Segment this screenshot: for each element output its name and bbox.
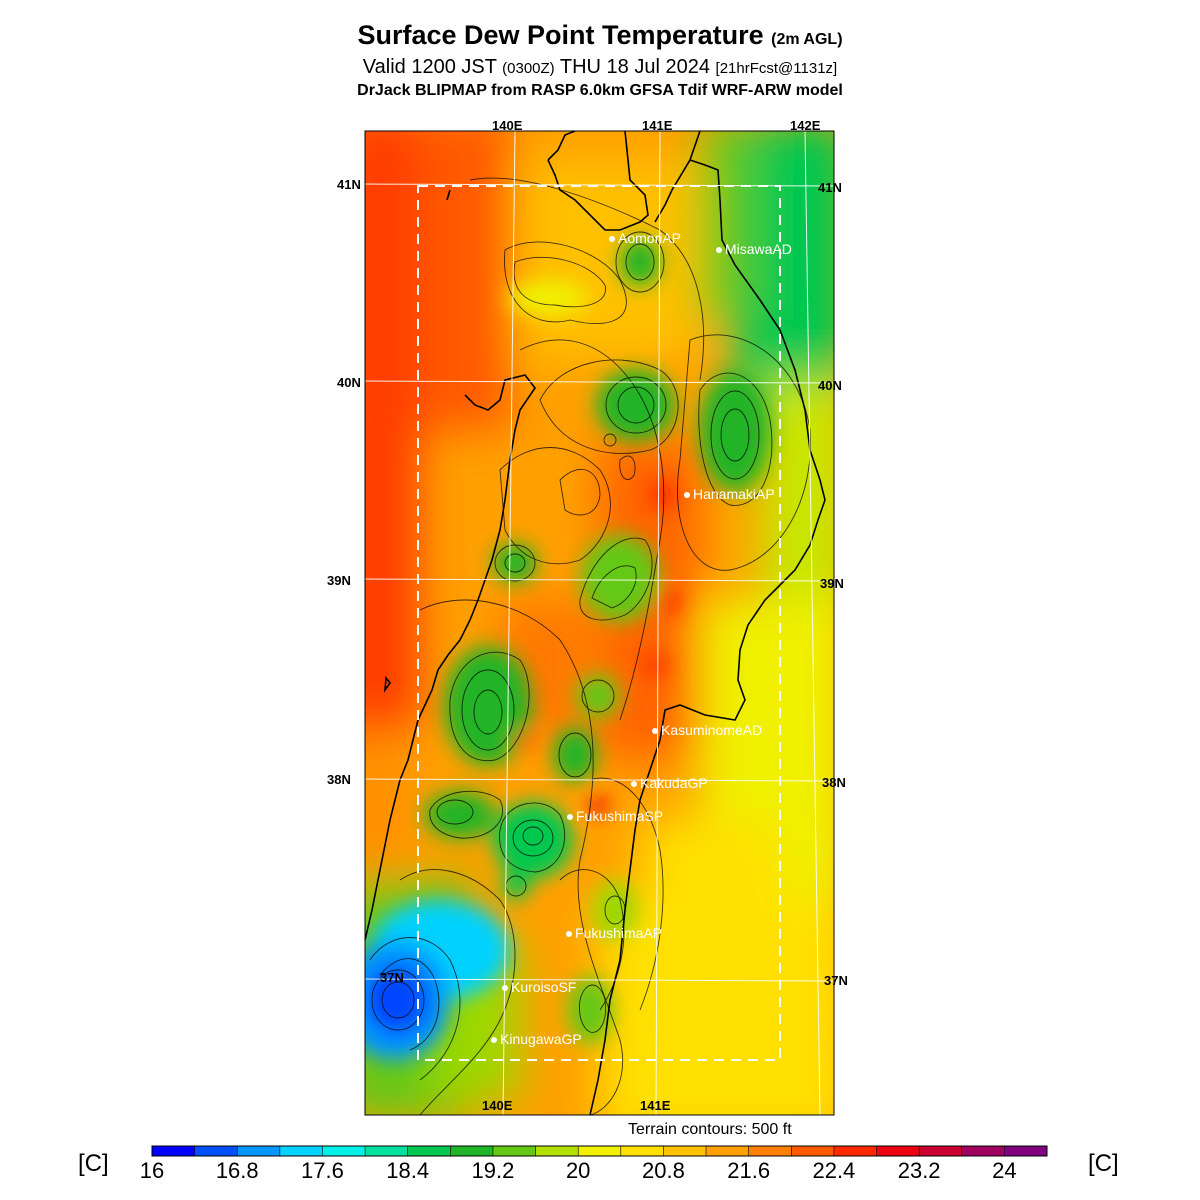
lat-label-right-39: 39N [820, 576, 844, 591]
station-fukushima-sp: FukushimaSP [567, 808, 663, 824]
station-kakuda-gp: KakudaGP [631, 775, 708, 791]
station-kasuminome-ad: KasuminomeAD [652, 722, 762, 738]
dew-point-field [365, 131, 834, 1115]
station-marker [609, 236, 615, 243]
colorbar-tick-label: 18.4 [386, 1158, 430, 1183]
station-marker [652, 728, 658, 735]
colorbar-unit-right: [C] [1088, 1150, 1119, 1177]
map-frame [364, 130, 835, 1116]
lon-label-top-141: 141E [642, 118, 673, 133]
colorbar-tick-label: 24 [992, 1158, 1017, 1183]
lon-label-top-140: 140E [492, 118, 523, 133]
lat-label-right-41: 41N [818, 180, 842, 195]
colorbar-unit-left: [C] [78, 1150, 109, 1177]
title-main: Surface Dew Point Temperature [357, 20, 764, 50]
lat-label-left-39: 39N [327, 573, 351, 588]
station-marker [502, 985, 508, 992]
colorbar-tick-label: 17.6 [301, 1158, 344, 1183]
station-misawa-ad: MisawaAD [716, 241, 792, 257]
lat-label-right-38: 38N [822, 775, 846, 790]
station-kinugawa-gp: KinugawaGP [491, 1031, 582, 1047]
lat-lon-grid [365, 131, 834, 1115]
title-suffix: (2m AGL) [771, 31, 843, 48]
chart-title: Surface Dew Point Temperature (2m AGL) [0, 20, 1200, 51]
lon-label-bottom-140: 140E [482, 1098, 513, 1113]
colorbar-tick-label: 23.2 [897, 1158, 941, 1183]
lon-label-bottom-141: 141E [640, 1098, 671, 1113]
station-marker [567, 814, 573, 821]
colorbar-tick-label: 19.2 [471, 1158, 515, 1183]
colorbar-tick-label: 16.8 [215, 1158, 259, 1183]
station-fukushima-ap: FukushimaAP [566, 925, 662, 941]
station-marker [716, 247, 722, 254]
station-marker [566, 931, 572, 938]
model-line: DrJack BLIPMAP from RASP 6.0km GFSA Tdif… [357, 82, 843, 99]
colorbar-tick-label: 22.4 [812, 1158, 856, 1183]
lat-label-left-41: 41N [337, 177, 361, 192]
valid-prefix: Valid 1200 JST [362, 56, 497, 78]
valid-fcst: [21hrFcst@1131z] [715, 60, 838, 77]
lat-label-right-37: 37N [824, 973, 848, 988]
station-marker [631, 781, 637, 788]
station-hanamaki-ap: HanamakiAP [684, 486, 775, 502]
coastline [365, 131, 826, 1115]
valid-date: THU 18 Jul 2024 [559, 56, 710, 78]
colorbar-tick-label: 16 [139, 1158, 165, 1183]
colorbar-tick-label: 20 [565, 1158, 591, 1183]
valid-utc: (0300Z) [502, 60, 555, 77]
lon-label-top-142: 142E [790, 118, 821, 133]
valid-time-line: Valid 1200 JST (0300Z) THU 18 Jul 2024 [… [0, 56, 1200, 79]
station-marker [491, 1037, 497, 1044]
colorbar-tick-label: 20.8 [642, 1158, 685, 1183]
lat-label-right-40: 40N [818, 378, 842, 393]
colorbar-tick-label: 21.6 [727, 1158, 771, 1183]
lat-label-left-40: 40N [337, 375, 361, 390]
inner-domain-box [417, 185, 781, 1061]
station-aomori-ap: AomoriAP [609, 230, 681, 246]
lat-label-left-38: 38N [327, 772, 351, 787]
terrain-note: Terrain contours: 500 ft [628, 1121, 792, 1138]
station-marker [684, 492, 690, 499]
station-kuroiso-sf: KuroisoSF [502, 979, 576, 995]
lat-label-left-37: 37N [380, 970, 404, 985]
